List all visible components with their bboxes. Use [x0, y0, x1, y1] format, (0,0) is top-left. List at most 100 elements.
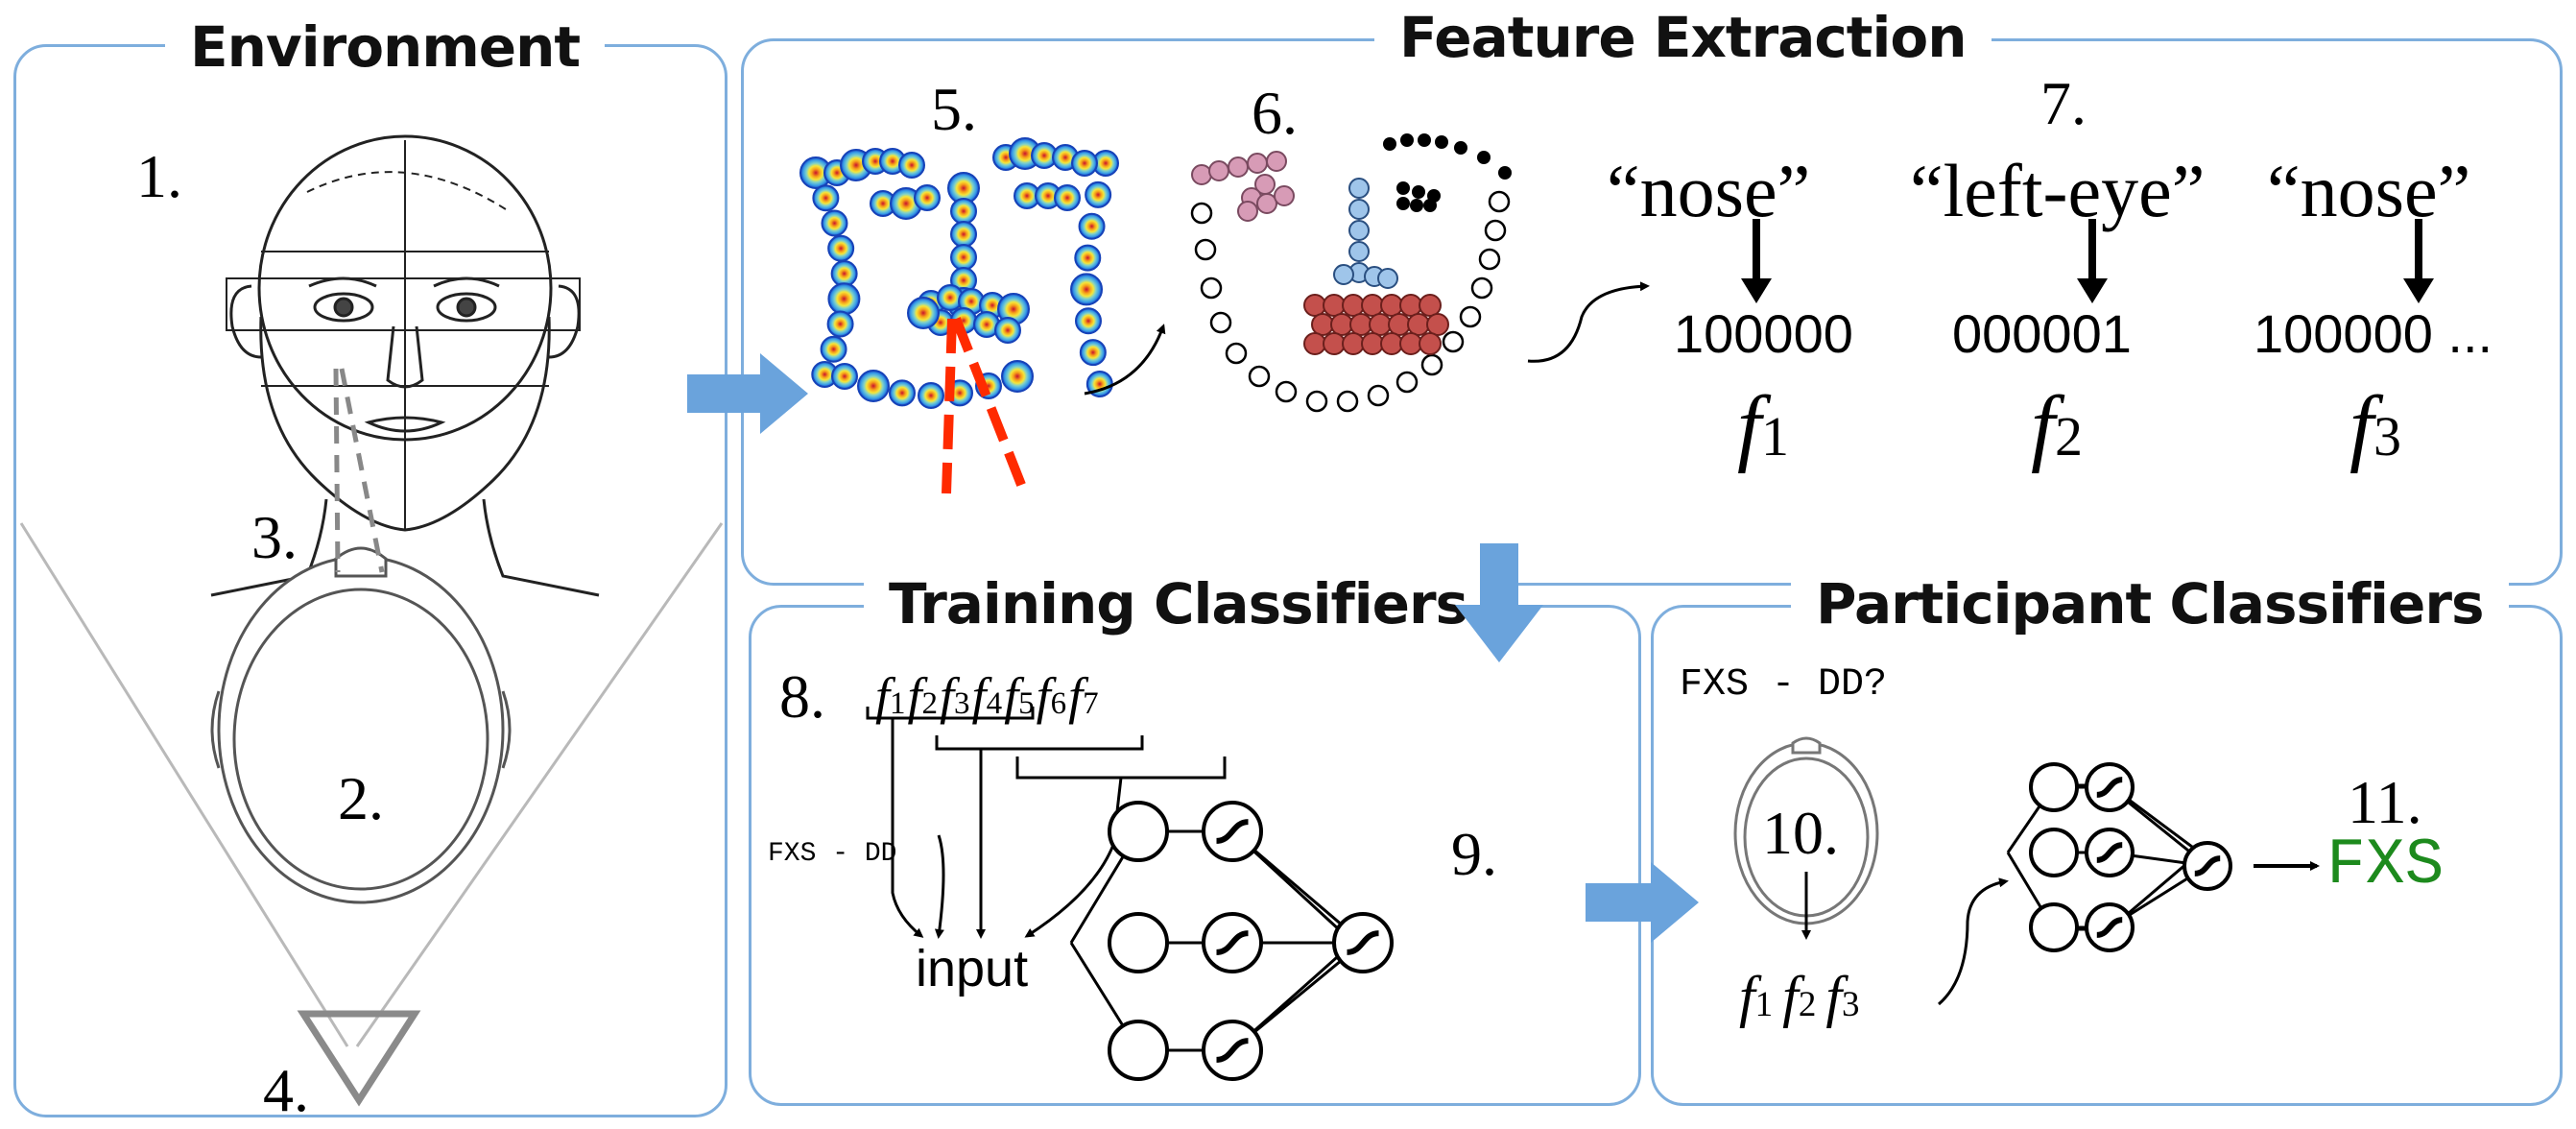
cluster-point-red — [1419, 332, 1442, 355]
cluster-point-pink — [1228, 156, 1249, 178]
participant-result: FXS — [2326, 829, 2445, 902]
cluster-point-red — [1361, 294, 1384, 317]
step-6-label: 6. — [1252, 79, 1298, 147]
sigmoid-glyph — [2096, 917, 2123, 938]
cluster-point-pink — [1266, 151, 1287, 172]
fixation-blob — [1001, 360, 1034, 393]
fixation-blob — [1074, 307, 1102, 335]
cluster-point-dark — [1477, 151, 1491, 164]
cluster-boundary-point — [1420, 353, 1443, 376]
feature-symbol-f6: f6 — [1036, 667, 1067, 725]
fixation-blob — [950, 198, 977, 225]
feature-symbol-f1: f1 — [875, 667, 906, 725]
vision-cone-left — [19, 522, 349, 1047]
training-input-label: input — [916, 940, 1029, 997]
participant-classifiers-title: Participant Classifiers — [1791, 572, 2509, 636]
cluster-point-pink — [1256, 193, 1277, 214]
environment-title: Environment — [165, 15, 606, 79]
cluster-point-dark — [1423, 199, 1437, 212]
gaze-label-1: “nose” — [1607, 149, 1811, 232]
fixation-blob — [831, 363, 858, 390]
cluster-point-dark — [1410, 199, 1423, 212]
cluster-boundary-point — [1470, 276, 1493, 300]
step-3-label: 3. — [251, 503, 298, 571]
cluster-boundary-point — [1484, 219, 1507, 242]
fixation-blob — [1074, 244, 1102, 272]
nn-node — [2029, 902, 2079, 952]
participant-neural-network — [2006, 762, 2232, 952]
cluster-point-red — [1342, 294, 1365, 317]
cluster-point-blue — [1348, 199, 1370, 220]
fixation-blob — [907, 297, 940, 329]
fixation-blob — [889, 379, 916, 407]
cluster-point-dark — [1396, 181, 1410, 195]
cluster-point-red — [1349, 313, 1372, 336]
feature-f2: f2 — [2031, 379, 2084, 474]
feature-symbol-f3: f3 — [940, 667, 970, 725]
cluster-point-red — [1330, 313, 1353, 336]
fixation-blob — [1054, 184, 1081, 211]
cluster-boundary-point — [1275, 380, 1298, 403]
cluster-boundary-point — [1336, 390, 1359, 413]
cluster-point-dark — [1383, 137, 1396, 151]
fixation-blob — [1079, 339, 1107, 367]
step-11-label: 11. — [2348, 768, 2422, 836]
cluster-point-red — [1407, 313, 1430, 336]
participant-to-network-arrow — [1938, 877, 2009, 1006]
cluster-point-red — [1323, 332, 1346, 355]
step-1-label: 1. — [136, 142, 182, 210]
cluster-point-blue — [1333, 264, 1354, 285]
cluster-point-red — [1388, 313, 1411, 336]
feature-symbol-f2: f2 — [907, 667, 939, 725]
fixation-blob — [994, 317, 1021, 344]
cluster-point-red — [1369, 313, 1392, 336]
cluster-point-dark — [1454, 141, 1467, 155]
cluster-boundary-point — [1478, 248, 1501, 271]
encoding-1: 100000 — [1674, 303, 1853, 364]
cluster-point-red — [1303, 294, 1326, 317]
fixation-blob — [950, 221, 977, 248]
cluster-point-blue — [1348, 241, 1370, 262]
cluster-point-red — [1361, 332, 1384, 355]
cluster-boundary-point — [1395, 371, 1419, 394]
feature-extraction-title: Feature Extraction — [1374, 6, 1992, 69]
cluster-boundary-point — [1194, 238, 1217, 261]
fixation-blob — [827, 234, 855, 262]
fixation-blob — [1078, 212, 1106, 240]
cluster-boundary-point — [1367, 384, 1390, 407]
fixation-blob — [857, 370, 890, 402]
cluster-point-red — [1380, 294, 1403, 317]
cluster-boundary-point — [1248, 365, 1271, 388]
feature-f3: f3 — [2349, 379, 2402, 474]
step-7-label: 7. — [2040, 69, 2087, 137]
fixation-blob — [827, 282, 861, 316]
cluster-point-dark — [1400, 133, 1414, 147]
clusters-to-labels-arrow — [1527, 281, 1650, 363]
heatmap-gaze-line-2 — [951, 317, 1028, 492]
encoding-3: 100000 ... — [2254, 303, 2493, 364]
cluster-point-red — [1399, 332, 1422, 355]
cluster-point-red — [1323, 294, 1346, 317]
label-down-arrows — [1741, 219, 2434, 303]
cluster-point-dark — [1435, 135, 1448, 149]
gaze-label-3: “nose” — [2267, 149, 2471, 232]
fixation-blob — [820, 335, 847, 363]
participant-question: FXS - DD? — [1680, 663, 1888, 707]
feature-symbol-f1: f1 — [1739, 965, 1774, 1028]
training-classifiers-title: Training Classifiers — [864, 572, 1493, 636]
nn-node — [1108, 912, 1169, 973]
fixation-blob — [950, 244, 977, 271]
cluster-boundary-point — [1488, 190, 1511, 213]
fixation-blob — [821, 209, 848, 237]
step-4-label: 4. — [263, 1056, 309, 1124]
nn-node — [1108, 801, 1169, 862]
cluster-point-pink — [1274, 185, 1295, 206]
head-top-view — [210, 546, 512, 904]
cluster-point-pink — [1191, 164, 1212, 185]
cluster-point-red — [1311, 313, 1334, 336]
training-feature-row: f1f2f3f4f5f6f7 — [875, 666, 1101, 726]
gaze-clusters — [1190, 133, 1512, 413]
step-10-label: 10. — [1762, 799, 1839, 867]
